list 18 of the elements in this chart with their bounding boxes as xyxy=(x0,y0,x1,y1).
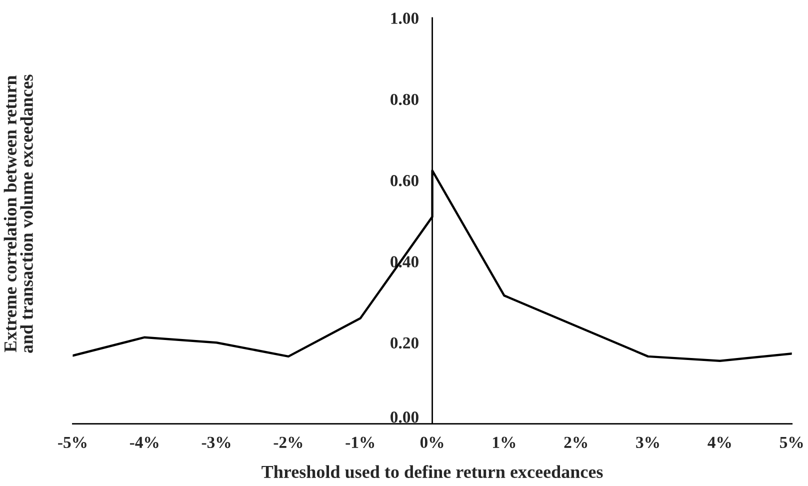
x-tick-label: 0% xyxy=(420,436,444,448)
y-tick-label: 0.00 xyxy=(390,412,418,423)
x-tick-label: -3% xyxy=(202,436,230,448)
x-tick-label: -1% xyxy=(346,436,374,448)
y-axis-title: Extreme correlation between return and transaction volume exceedances xyxy=(4,74,33,353)
y-tick-label: 1.00 xyxy=(391,12,418,24)
x-tick-label: -5% xyxy=(58,436,86,448)
x-axis-title: Threshold used to define return exceedances xyxy=(262,465,603,478)
x-tick-label: -4% xyxy=(130,436,158,448)
x-tick-label: 5% xyxy=(780,436,803,448)
x-tick-label: 2% xyxy=(564,436,588,448)
y-tick-label: 0.20 xyxy=(390,337,418,349)
y-tick-label: 0.80 xyxy=(390,94,418,106)
x-tick-label: -2% xyxy=(274,436,302,448)
x-tick-label: 3% xyxy=(636,436,659,448)
x-tick-label: 1% xyxy=(493,436,516,448)
y-tick-label: 0.60 xyxy=(390,175,418,186)
x-tick-label: 4% xyxy=(708,436,731,448)
